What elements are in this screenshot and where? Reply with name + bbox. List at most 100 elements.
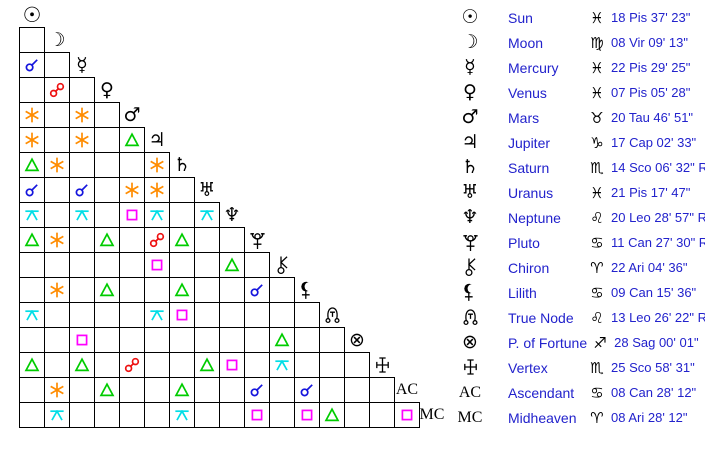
table-lilith-glyph xyxy=(450,282,490,303)
planet-name: Vertex xyxy=(508,359,548,376)
vertex-icon xyxy=(375,356,389,373)
grid-node-glyph xyxy=(319,302,345,328)
moon-icon: ☽ xyxy=(48,28,66,51)
table-vertex-glyph xyxy=(450,357,490,378)
planet-position: 21 Pis 17' 47" xyxy=(611,185,691,200)
planet-name: Moon xyxy=(508,34,544,51)
aspect-cell-fortune-moon xyxy=(44,327,70,353)
sign-glyph-icon: ♌ xyxy=(590,308,604,327)
table-uranus-glyph: ♅ xyxy=(450,183,490,202)
planet-position: 20 Leo 28' 57" R xyxy=(611,210,705,225)
table-chiron-glyph xyxy=(450,257,490,278)
table-fortune-glyph: ⊗ xyxy=(450,333,490,352)
aspect-cell-ac-sun xyxy=(19,377,45,403)
quincunx-icon xyxy=(24,307,40,323)
quincunx-icon xyxy=(149,307,165,323)
aspect-cell-ac-mercury xyxy=(69,377,95,403)
planet-position: 22 Ari 04' 36" xyxy=(611,260,688,275)
sextile-icon xyxy=(49,382,65,398)
aspect-cell-chiron-saturn xyxy=(169,252,195,278)
planet-position: 28 Sag 00' 01" xyxy=(614,335,699,350)
square-icon xyxy=(124,207,140,223)
aspect-cell-node-lilith xyxy=(294,302,320,328)
conjunction-icon xyxy=(249,282,265,298)
aspect-cell-ac-moon xyxy=(44,377,70,403)
sign-glyph-icon: ♏ xyxy=(590,358,604,377)
planet-row-vertex: Vertex ♏ 25 Sco 58' 31" xyxy=(450,355,705,380)
aspect-cell-mc-venus xyxy=(94,402,120,428)
aspect-cell-vertex-node xyxy=(319,352,345,378)
grid-vertex-glyph xyxy=(369,352,395,378)
moon-icon: ☽ xyxy=(461,31,479,53)
aspect-cell-ac-fortune xyxy=(344,377,370,403)
aspect-cell-mars-mercury xyxy=(69,102,95,128)
grid-ac-glyph: AC xyxy=(394,377,420,403)
node-icon xyxy=(324,306,340,323)
planet-position: 08 Vir 09' 13" xyxy=(611,35,688,50)
sign-glyph-icon: ♋ xyxy=(590,383,604,402)
planet-row-jupiter: ♃ Jupiter ♑ 17 Cap 02' 33" xyxy=(450,130,705,155)
table-node-glyph xyxy=(450,307,490,328)
opposition-icon xyxy=(124,357,140,373)
jupiter-icon: ♃ xyxy=(148,128,166,151)
fortune-icon: ⊗ xyxy=(349,328,365,351)
aspect-cell-ac-jupiter xyxy=(144,377,170,403)
grid-lilith-glyph xyxy=(294,277,320,303)
aspect-cell-vertex-pluto xyxy=(244,352,270,378)
aspect-cell-pluto-uranus xyxy=(194,227,220,253)
aspect-cell-lilith-mercury xyxy=(69,277,95,303)
square-icon xyxy=(149,257,165,273)
aspect-cell-node-pluto xyxy=(244,302,270,328)
grid-moon-glyph: ☽ xyxy=(44,27,70,53)
planet-row-venus: ♀ Venus ♓ 07 Pis 05' 28" xyxy=(450,80,705,105)
aspect-cell-fortune-chiron xyxy=(269,327,295,353)
sign-glyph-icon: ♓ xyxy=(590,58,604,77)
aspect-cell-vertex-venus xyxy=(94,352,120,378)
aspect-cell-vertex-uranus xyxy=(194,352,220,378)
trine-icon xyxy=(24,157,40,173)
quincunx-icon xyxy=(199,207,215,223)
planet-name: Lilith xyxy=(508,284,537,301)
aspect-grid: ☉ ☽ ☿ ♀ ♂ ♃ ♄ ♅ ♆ ⊗ AC MC xyxy=(19,2,445,428)
planet-name: Jupiter xyxy=(508,134,551,151)
conjunction-icon xyxy=(24,57,40,73)
aspect-cell-saturn-sun xyxy=(19,152,45,178)
aspect-cell-ac-node xyxy=(319,377,345,403)
trine-icon xyxy=(174,232,190,248)
mars-icon: ♂ xyxy=(123,103,141,126)
chiron-icon xyxy=(276,255,288,274)
square-icon xyxy=(299,407,315,423)
square-icon xyxy=(224,357,240,373)
sun-icon: ☉ xyxy=(22,2,42,27)
planet-row-uranus: ♅ Uranus ♓ 21 Pis 17' 47" xyxy=(450,180,705,205)
aspect-cell-mc-ac xyxy=(394,402,420,428)
table-mars-glyph: ♂ xyxy=(450,108,490,127)
sun-icon: ☉ xyxy=(461,6,479,28)
aspect-cell-uranus-saturn xyxy=(169,177,195,203)
mercury-icon: ☿ xyxy=(464,56,476,78)
planet-row-fortune: ⊗ P. of Fortune ♐ 28 Sag 00' 01" xyxy=(450,330,705,355)
planet-name: Uranus xyxy=(508,184,554,201)
planet-position: 18 Pis 37' 23" xyxy=(611,10,691,25)
aspect-cell-pluto-neptune xyxy=(219,227,245,253)
aspect-cell-saturn-jupiter xyxy=(144,152,170,178)
aspect-cell-uranus-venus xyxy=(94,177,120,203)
table-venus-glyph: ♀ xyxy=(450,83,490,102)
aspect-cell-vertex-lilith xyxy=(294,352,320,378)
planet-name: Neptune xyxy=(508,209,561,226)
aspect-cell-jupiter-mars xyxy=(119,127,145,153)
lilith-icon xyxy=(463,283,477,301)
square-icon xyxy=(174,307,190,323)
aspect-cell-chiron-mars xyxy=(119,252,145,278)
aspect-cell-saturn-mars xyxy=(119,152,145,178)
grid-mc-glyph: MC xyxy=(419,402,445,428)
aspect-cell-vertex-fortune xyxy=(344,352,370,378)
aspect-cell-pluto-mercury xyxy=(69,227,95,253)
aspect-cell-pluto-sun xyxy=(19,227,45,253)
aspect-cell-mercury-sun xyxy=(19,52,45,78)
opposition-icon xyxy=(49,82,65,98)
aspect-cell-lilith-pluto xyxy=(244,277,270,303)
aspect-cell-chiron-jupiter xyxy=(144,252,170,278)
aspect-cell-jupiter-moon xyxy=(44,127,70,153)
aspect-cell-neptune-jupiter xyxy=(144,202,170,228)
